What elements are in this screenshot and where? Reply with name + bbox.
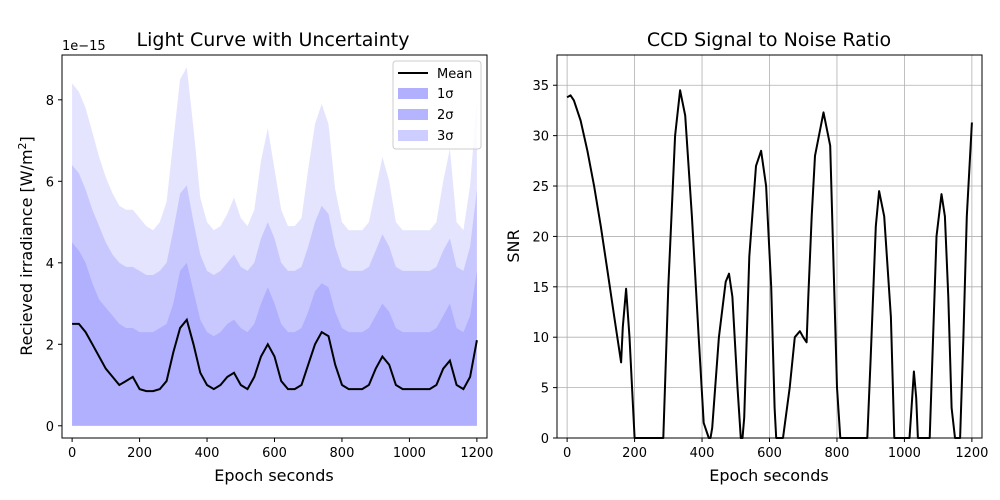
snr-y-tick-label: 0 (541, 432, 549, 447)
light-curve-chart: Light Curve with Uncertainty 0 200 400 600 8… (16, 29, 493, 485)
legend: Mean 1σ 2σ 3σ (392, 60, 482, 150)
snr-x-axis-label: Epoch seconds (709, 466, 828, 485)
snr-x-tick-label: 800 (825, 446, 850, 461)
snr-y-tick-label: 10 (532, 331, 549, 346)
snr-x-tick-label: 1000 (888, 446, 921, 461)
legend-3sigma-swatch (398, 130, 428, 141)
snr-x-tick-label: 400 (690, 446, 715, 461)
light-curve-x-axis-label: Epoch seconds (214, 466, 333, 485)
snr-y-tick-label: 25 (532, 180, 549, 195)
light-curve-x-tick-label: 600 (262, 446, 287, 461)
light-curve-x-ticks: 0 200 400 600 800 1000 1200 (68, 438, 493, 461)
y-label-end: ] (17, 136, 36, 142)
legend-2sigma-label: 2σ (437, 108, 454, 123)
y-label-base: Recieved irradiance [W/m (17, 149, 36, 355)
snr-x-tick-label: 600 (757, 446, 782, 461)
light-curve-x-tick-label: 800 (330, 446, 355, 461)
legend-1sigma-swatch (398, 88, 428, 99)
light-curve-y-tick-label: 6 (46, 175, 54, 190)
snr-y-tick-label: 15 (532, 281, 549, 296)
legend-mean-label: Mean (437, 67, 472, 82)
snr-y-tick-label: 5 (541, 382, 549, 397)
y-label-superscript: 2 (16, 142, 29, 149)
light-curve-y-ticks: 0 2 4 6 8 (46, 94, 62, 435)
light-curve-y-tick-label: 8 (46, 94, 54, 109)
light-curve-y-tick-label: 0 (46, 420, 54, 435)
snr-y-ticks: 0 5 10 15 20 25 30 35 (532, 79, 557, 447)
snr-x-tick-label: 200 (622, 446, 647, 461)
legend-1sigma-label: 1σ (437, 87, 454, 102)
light-curve-x-tick-label: 200 (127, 446, 152, 461)
snr-x-tick-label: 1200 (955, 446, 988, 461)
band-1sigma (72, 242, 477, 426)
snr-x-tick-label: 0 (563, 446, 571, 461)
light-curve-x-tick-label: 1200 (460, 446, 493, 461)
legend-3sigma-label: 3σ (437, 129, 454, 144)
light-curve-x-tick-label: 400 (195, 446, 220, 461)
snr-y-tick-label: 30 (532, 130, 549, 145)
light-curve-x-tick-label: 1000 (393, 446, 426, 461)
light-curve-x-tick-label: 0 (68, 446, 76, 461)
light-curve-y-axis-label: Recieved irradiance [W/m2] (16, 136, 36, 356)
light-curve-offset-text: 1e−15 (62, 39, 106, 54)
snr-y-axis-label: SNR (504, 229, 523, 262)
mean-line (72, 317, 478, 393)
legend-2sigma-swatch (398, 109, 428, 120)
chart-title-snr: CCD Signal to Noise Ratio (647, 29, 891, 51)
snr-y-tick-label: 35 (532, 79, 549, 94)
light-curve-y-tick-label: 2 (46, 338, 54, 353)
legend-box (392, 60, 482, 150)
chart-title-light-curve: Light Curve with Uncertainty (137, 29, 410, 51)
light-curve-y-tick-label: 4 (46, 257, 54, 272)
light-curve-plot-area (72, 67, 478, 426)
snr-y-tick-label: 20 (532, 230, 549, 245)
snr-chart: CCD Signal to Noise Ratio 0 200 400 600 800 1… (504, 29, 988, 485)
snr-x-ticks: 0 200 400 600 800 1000 1200 (563, 438, 988, 461)
